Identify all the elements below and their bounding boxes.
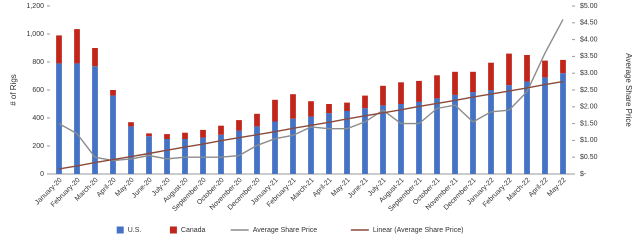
bar	[200, 137, 206, 174]
bar	[470, 71, 476, 93]
y2-tick-label: $2.00	[580, 104, 598, 111]
bar	[128, 122, 134, 127]
bar	[92, 48, 98, 67]
bar	[326, 104, 332, 114]
bar	[56, 63, 62, 174]
x-tick-label: June-21	[347, 177, 370, 200]
bar	[560, 73, 566, 174]
bar	[488, 62, 494, 90]
y2-tick-label: $5.00	[580, 3, 598, 10]
bar	[416, 80, 422, 102]
y-tick-label: 1,000	[26, 31, 44, 38]
y2-tick-label: $4.00	[580, 36, 598, 43]
bar	[380, 105, 386, 174]
bar	[560, 59, 566, 74]
bar	[74, 29, 80, 64]
bar	[434, 75, 440, 99]
bar	[110, 95, 116, 174]
y2-tick-label: $-	[580, 171, 587, 178]
bar	[74, 63, 80, 174]
bar	[128, 126, 134, 174]
bar	[362, 108, 368, 174]
bar	[218, 125, 224, 135]
bar	[542, 60, 548, 78]
bar	[506, 85, 512, 174]
bar	[164, 134, 170, 139]
bar	[290, 94, 296, 119]
bar	[452, 94, 458, 174]
bar	[254, 113, 260, 127]
y2-tick-label: $3.00	[580, 70, 598, 77]
y-tick-label: 800	[32, 59, 44, 66]
bar	[398, 82, 404, 104]
bar	[308, 101, 314, 117]
x-tick-label: May-22	[546, 177, 568, 199]
bar	[524, 81, 530, 174]
bar	[380, 85, 386, 106]
y-tick-label: 200	[32, 143, 44, 150]
bar	[272, 99, 278, 122]
bar	[506, 53, 512, 86]
legend-label: Canada	[181, 227, 206, 234]
y2-tick-label: $1.00	[580, 137, 598, 144]
x-tick-label: April-21	[312, 177, 334, 199]
bar	[56, 35, 62, 64]
bar	[182, 132, 188, 139]
bar	[236, 130, 242, 174]
bar	[398, 104, 404, 174]
bar	[524, 55, 530, 82]
line	[58, 19, 564, 162]
x-tick-label: April-22	[528, 177, 550, 199]
bar	[344, 111, 350, 174]
bar	[452, 71, 458, 95]
bar	[164, 139, 170, 174]
legend-swatch	[169, 226, 177, 234]
x-tick-label: April-20	[96, 177, 118, 199]
line	[58, 80, 564, 170]
legend-label: Average Share Price	[253, 227, 318, 234]
bar	[542, 77, 548, 174]
bar	[308, 116, 314, 174]
bar	[272, 121, 278, 174]
bar	[110, 90, 116, 96]
bar	[416, 101, 422, 174]
y2-tick-label: $3.50	[580, 53, 598, 60]
legend-swatch	[116, 226, 124, 234]
bar	[200, 129, 206, 138]
bar	[254, 126, 260, 174]
y-tick-label: 0	[40, 171, 44, 178]
legend-label: U.S.	[128, 227, 142, 234]
y2-tick-label: $2.50	[580, 87, 598, 94]
y-tick-label: 400	[32, 115, 44, 122]
bar	[92, 66, 98, 174]
bar	[344, 102, 350, 111]
y2-tick-label: $1.50	[580, 120, 598, 127]
bar	[236, 120, 242, 131]
bar	[290, 118, 296, 174]
x-tick-label: June-20	[131, 177, 154, 200]
y-tick-label: 1,200	[26, 3, 44, 10]
y2-axis-title: Average Share Price	[624, 53, 633, 127]
bar	[362, 95, 368, 109]
y-tick-label: 600	[32, 87, 44, 94]
legend-label: Linear (Average Share Price)	[373, 227, 464, 234]
y-axis-title: # of Rigs	[9, 74, 18, 106]
bar	[326, 113, 332, 174]
bar	[488, 90, 494, 174]
bar	[470, 92, 476, 174]
bar	[434, 98, 440, 174]
bar	[218, 134, 224, 174]
y2-tick-label: $4.50	[580, 20, 598, 27]
bar	[146, 133, 152, 137]
y2-tick-label: $0.50	[580, 154, 598, 161]
